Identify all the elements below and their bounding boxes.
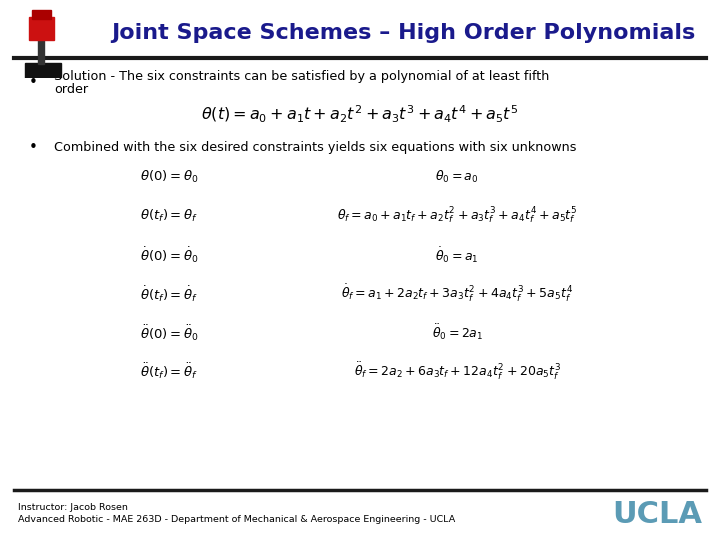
Text: $\ddot{\theta}(t_f) = \ddot{\theta}_f$: $\ddot{\theta}(t_f) = \ddot{\theta}_f$ xyxy=(140,362,198,381)
Text: $\ddot{\theta}(0) = \ddot{\theta}_0$: $\ddot{\theta}(0) = \ddot{\theta}_0$ xyxy=(140,323,199,342)
Text: $\ddot{\theta}_f = 2a_2 + 6a_3 t_f + 12a_4 t_f^2 + 20a_5 t_f^3$: $\ddot{\theta}_f = 2a_2 + 6a_3 t_f + 12a… xyxy=(354,361,561,382)
Text: Instructor: Jacob Rosen: Instructor: Jacob Rosen xyxy=(18,503,128,512)
Text: Joint Space Schemes – High Order Polynomials: Joint Space Schemes – High Order Polynom… xyxy=(111,23,696,44)
Text: Advanced Robotic - MAE 263D - Department of Mechanical & Aerospace Engineering -: Advanced Robotic - MAE 263D - Department… xyxy=(18,515,455,524)
Text: Combined with the six desired constraints yields six equations with six unknowns: Combined with the six desired constraint… xyxy=(54,141,577,154)
Text: $\theta_0 = a_0$: $\theta_0 = a_0$ xyxy=(436,169,479,185)
Bar xyxy=(38,38,45,64)
Text: $\dot{\theta}_f = a_1 + 2a_2 t_f + 3a_3 t_f^2 + 4a_4 t_f^3 + 5a_5 t_f^4$: $\dot{\theta}_f = a_1 + 2a_2 t_f + 3a_3 … xyxy=(341,284,573,304)
Text: $\dot{\theta}(t_f) = \dot{\theta}_f$: $\dot{\theta}(t_f) = \dot{\theta}_f$ xyxy=(140,284,198,303)
Text: order: order xyxy=(54,83,88,96)
Text: $\dot{\theta}(0) = \dot{\theta}_0$: $\dot{\theta}(0) = \dot{\theta}_0$ xyxy=(140,245,199,265)
Text: $\ddot{\theta}_0 = 2a_1$: $\ddot{\theta}_0 = 2a_1$ xyxy=(431,323,483,342)
Text: UCLA: UCLA xyxy=(612,500,702,529)
Text: $\theta_f = a_0 + a_1 t_f + a_2 t_f^2 + a_3 t_f^3 + a_4 t_f^4 + a_5 t_f^5$: $\theta_f = a_0 + a_1 t_f + a_2 t_f^2 + … xyxy=(337,206,577,226)
Bar xyxy=(25,63,61,78)
Bar xyxy=(32,10,51,18)
Text: •: • xyxy=(29,75,37,90)
Text: •: • xyxy=(29,140,37,156)
Text: $\theta(t_f) = \theta_f$: $\theta(t_f) = \theta_f$ xyxy=(140,208,198,224)
Text: $\theta(0) = \theta_0$: $\theta(0) = \theta_0$ xyxy=(140,169,199,185)
Bar xyxy=(29,17,53,40)
Text: $\dot{\theta}_0 = a_1$: $\dot{\theta}_0 = a_1$ xyxy=(436,245,479,265)
Text: Solution - The six constraints can be satisfied by a polynomial of at least fift: Solution - The six constraints can be sa… xyxy=(54,70,549,83)
Text: $\theta(t) = a_0 + a_1 t + a_2 t^2 + a_3 t^3 + a_4 t^4 + a_5 t^5$: $\theta(t) = a_0 + a_1 t + a_2 t^2 + a_3… xyxy=(202,104,518,125)
